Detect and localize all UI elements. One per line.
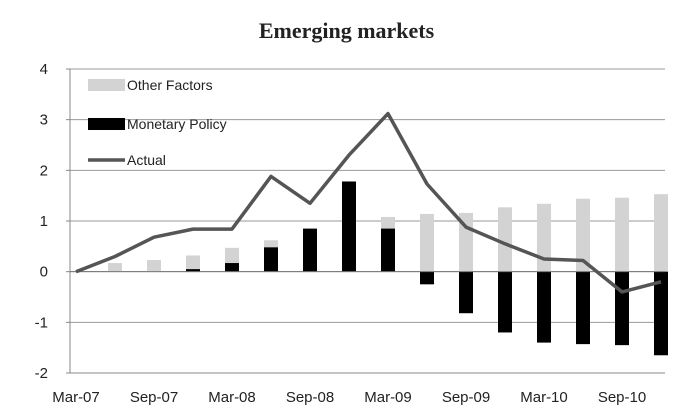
monetary-policy-bar bbox=[615, 271, 629, 346]
monetary-policy-bar bbox=[576, 271, 590, 345]
monetary-policy-bar bbox=[537, 271, 551, 343]
legend-label-monetary-policy: Monetary Policy bbox=[127, 116, 227, 132]
monetary-policy-bar bbox=[303, 228, 317, 272]
y-tick-label: 1 bbox=[40, 213, 48, 230]
legend-label-actual: Actual bbox=[127, 152, 166, 168]
legend-swatch-other-factors bbox=[88, 79, 125, 91]
monetary-policy-bar bbox=[186, 269, 200, 272]
monetary-policy-bar bbox=[264, 247, 278, 272]
y-tick-label: -2 bbox=[35, 365, 48, 382]
monetary-policy-bar bbox=[342, 181, 356, 272]
other-factors-bar bbox=[615, 197, 629, 272]
gridlines bbox=[70, 68, 665, 323]
x-tick-label: Sep-07 bbox=[130, 389, 178, 406]
other-factors-bar bbox=[108, 263, 122, 272]
legend-swatch-monetary-policy bbox=[88, 118, 125, 130]
monetary-policy-bar bbox=[459, 271, 473, 314]
actual-line bbox=[75, 111, 662, 294]
x-tick-label: Mar-09 bbox=[364, 389, 412, 406]
y-tick-label: 4 bbox=[40, 61, 48, 78]
other-factors-bar bbox=[576, 198, 590, 272]
other-factors-bar bbox=[654, 194, 668, 272]
other-factors-bar bbox=[420, 213, 434, 272]
other-factors-bar bbox=[147, 260, 161, 272]
chart-title: Emerging markets bbox=[258, 18, 435, 43]
monetary-policy-bar bbox=[381, 228, 395, 272]
x-tick-label: Mar-08 bbox=[208, 389, 256, 406]
y-tick-label: 0 bbox=[40, 264, 48, 281]
x-tick-label: Sep-08 bbox=[286, 389, 334, 406]
y-tick-label: 3 bbox=[40, 112, 48, 129]
x-tick-label: Sep-09 bbox=[442, 389, 490, 406]
monetary-policy-bar bbox=[225, 263, 239, 272]
x-tick-label: Sep-10 bbox=[598, 389, 646, 406]
actual-series-line bbox=[75, 111, 662, 294]
x-tick-label: Mar-10 bbox=[520, 389, 568, 406]
y-tick-label: -1 bbox=[35, 314, 48, 331]
legend: Other Factors Monetary Policy Actual bbox=[88, 77, 227, 168]
y-tick-label: 2 bbox=[40, 162, 48, 179]
bars bbox=[108, 181, 668, 356]
other-factors-bar bbox=[498, 207, 512, 272]
x-tick-label: Mar-07 bbox=[52, 389, 100, 406]
monetary-policy-bar bbox=[420, 271, 434, 285]
other-factors-bar bbox=[186, 255, 200, 272]
other-factors-bar bbox=[537, 203, 551, 272]
monetary-policy-bar bbox=[498, 271, 512, 333]
legend-label-other-factors: Other Factors bbox=[127, 77, 213, 93]
monetary-policy-bar bbox=[654, 271, 668, 356]
